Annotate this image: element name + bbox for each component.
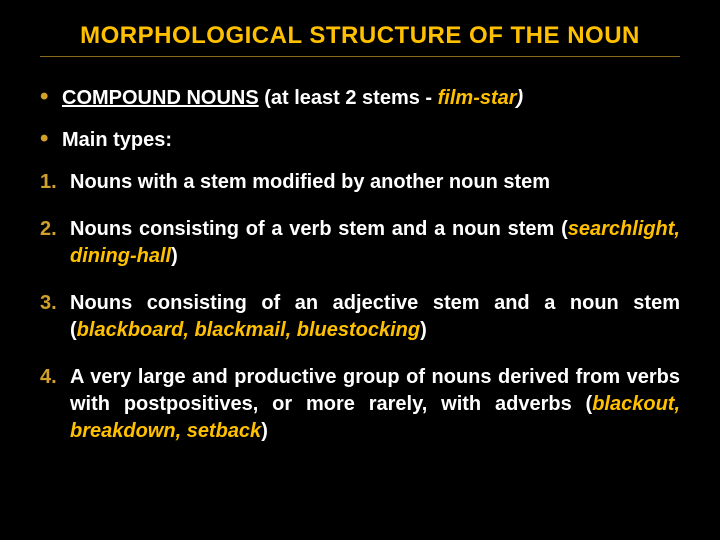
title-region: MORPHOLOGICAL STRUCTURE OF THE NOUN — [0, 0, 720, 65]
title-underline — [40, 56, 680, 57]
type-3-tail: ) — [420, 319, 427, 341]
types-list: Nouns with a stem modified by another no… — [40, 169, 680, 445]
type-4-lead: A very large and productive group of nou… — [70, 366, 680, 415]
slide-title: MORPHOLOGICAL STRUCTURE OF THE NOUN — [40, 22, 680, 50]
compound-nouns-tail: ) — [517, 87, 524, 109]
compound-nouns-desc: (at least 2 stems - — [259, 87, 438, 109]
type-2-lead: Nouns consisting of a verb stem and a no… — [70, 218, 568, 240]
type-item-1: Nouns with a stem modified by another no… — [40, 169, 680, 196]
bullet-compound-nouns: COMPOUND NOUNS (at least 2 stems - film-… — [40, 85, 680, 111]
type-item-3: Nouns consisting of an adjective stem an… — [40, 290, 680, 344]
type-3-example: blackboard, blackmail, bluestocking — [77, 319, 420, 341]
type-2-tail: ) — [171, 245, 178, 267]
slide: MORPHOLOGICAL STRUCTURE OF THE NOUN COMP… — [0, 0, 720, 540]
type-1-text: Nouns with a stem modified by another no… — [70, 171, 550, 193]
type-item-2: Nouns consisting of a verb stem and a no… — [40, 216, 680, 270]
type-4-tail: ) — [261, 420, 268, 442]
type-item-4: A very large and productive group of nou… — [40, 364, 680, 445]
intro-bullets: COMPOUND NOUNS (at least 2 stems - film-… — [40, 85, 680, 153]
compound-nouns-term: COMPOUND NOUNS — [62, 87, 259, 109]
main-types-label: Main types: — [62, 129, 172, 151]
slide-content: COMPOUND NOUNS (at least 2 stems - film-… — [0, 65, 720, 445]
compound-nouns-example: film-star — [438, 87, 517, 109]
bullet-main-types: Main types: — [40, 127, 680, 153]
